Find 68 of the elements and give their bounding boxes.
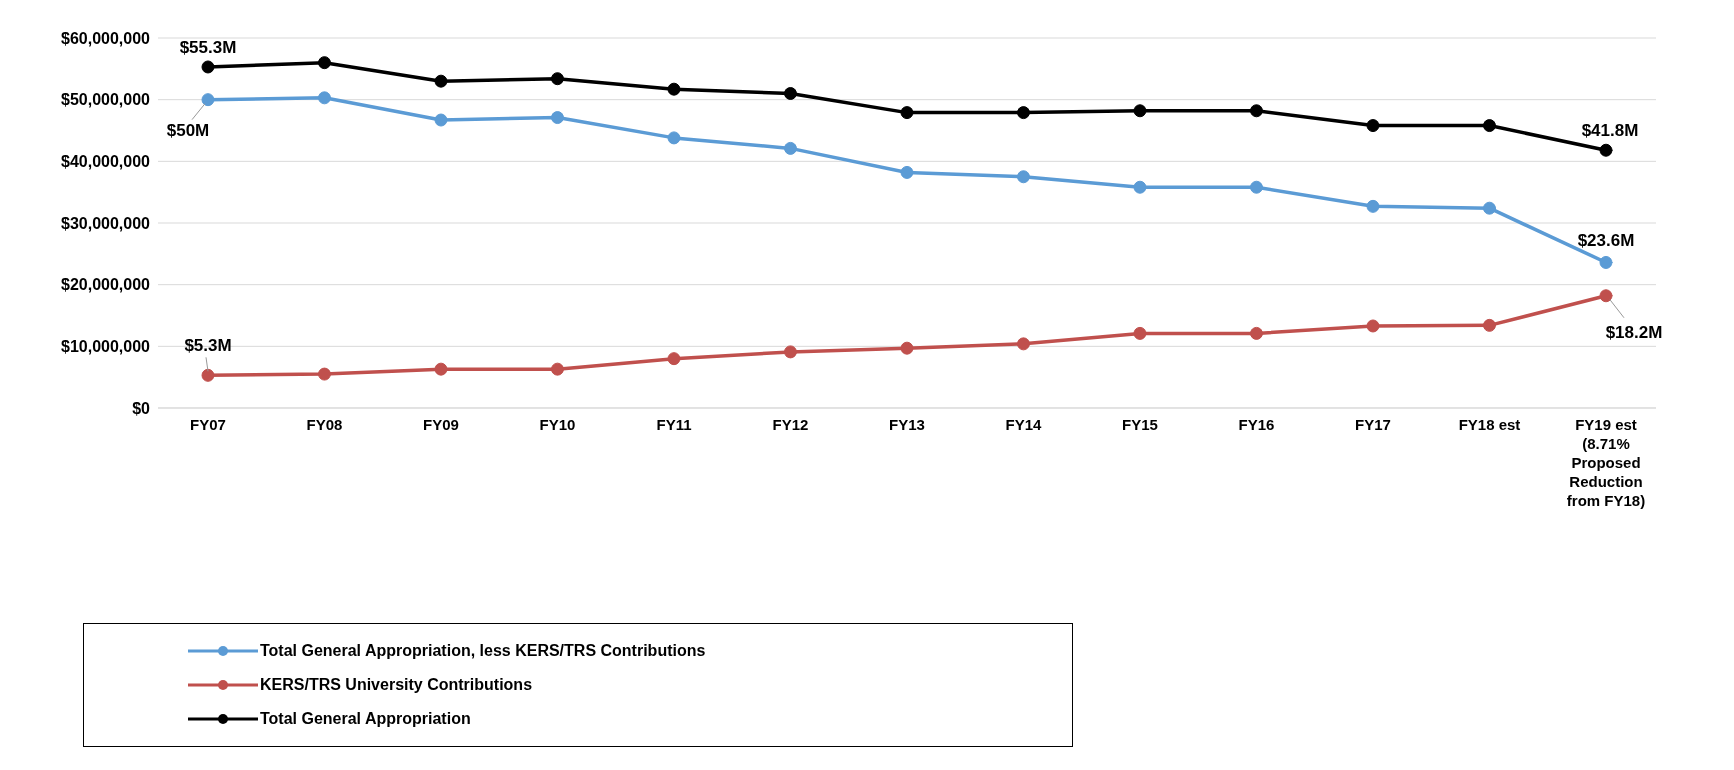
point [1599, 255, 1613, 269]
x-tick-label: FY08 [306, 416, 343, 433]
point [1599, 289, 1613, 303]
point [1366, 119, 1380, 133]
point [1133, 104, 1147, 118]
point [1133, 326, 1147, 340]
data-label: $18.2M [1605, 322, 1663, 342]
point [1017, 106, 1030, 120]
point [1366, 199, 1380, 213]
point [318, 367, 331, 381]
point [900, 341, 914, 355]
y-tick-label: $10,000,000 [61, 338, 151, 356]
x-tick-label: FY11 [656, 416, 692, 433]
y-tick-label: $0 [132, 399, 151, 417]
point [318, 56, 331, 70]
point [1483, 201, 1496, 215]
x-tick-label: FY09 [423, 416, 459, 433]
y-tick-label: $30,000,000 [61, 214, 151, 232]
point [900, 106, 914, 120]
data-label: $41.8M [1581, 121, 1639, 141]
x-tick-label: FY16 [1238, 416, 1275, 433]
point [1483, 318, 1496, 332]
point [434, 362, 448, 376]
data-label: $50M [166, 120, 210, 140]
legend-label: Total General Appropriation [260, 710, 471, 728]
point [1599, 143, 1613, 157]
point [1483, 119, 1496, 133]
point [1017, 337, 1030, 351]
point [1366, 319, 1380, 333]
y-tick-label: $50,000,000 [61, 91, 151, 109]
y-tick-label: $40,000,000 [61, 153, 151, 171]
point [434, 74, 448, 88]
point [784, 345, 797, 359]
x-tick-label: FY10 [539, 416, 576, 433]
x-tick-label: FY19 est (8.71% Proposed Reduction from FY18) [1566, 416, 1646, 509]
data-label: $5.3M [184, 336, 232, 356]
point [784, 141, 797, 155]
point [551, 362, 564, 376]
point [201, 93, 215, 107]
point [201, 368, 215, 382]
point [900, 165, 914, 179]
point [201, 60, 215, 74]
point [667, 352, 681, 366]
legend-label: Total General Appropriation, less KERS/TRS Contributions [260, 642, 706, 660]
legend-label: KERS/TRS University Contributions [260, 676, 533, 694]
x-tick-label: FY13 [889, 416, 925, 433]
point [434, 113, 448, 127]
x-tick-label: FY12 [772, 416, 809, 433]
data-label: $23.6M [1577, 231, 1635, 251]
point [318, 91, 331, 105]
x-tick-label: FY07 [190, 416, 226, 433]
point [667, 131, 681, 145]
x-tick-label: FY18 est [1458, 416, 1521, 433]
point [1250, 180, 1263, 194]
point [667, 82, 681, 96]
point [784, 87, 797, 100]
point [1250, 326, 1263, 340]
point [1133, 180, 1147, 194]
x-tick-label: FY17 [1355, 416, 1391, 433]
point [1017, 170, 1030, 184]
point [551, 111, 564, 125]
x-tick-label: FY15 [1122, 416, 1158, 433]
point [1250, 104, 1263, 118]
point [551, 72, 564, 86]
x-tick-label: FY14 [1005, 416, 1043, 433]
data-label: $55.3M [179, 37, 237, 57]
y-tick-label: $20,000,000 [61, 276, 151, 294]
y-tick-label: $60,000,000 [61, 29, 151, 47]
